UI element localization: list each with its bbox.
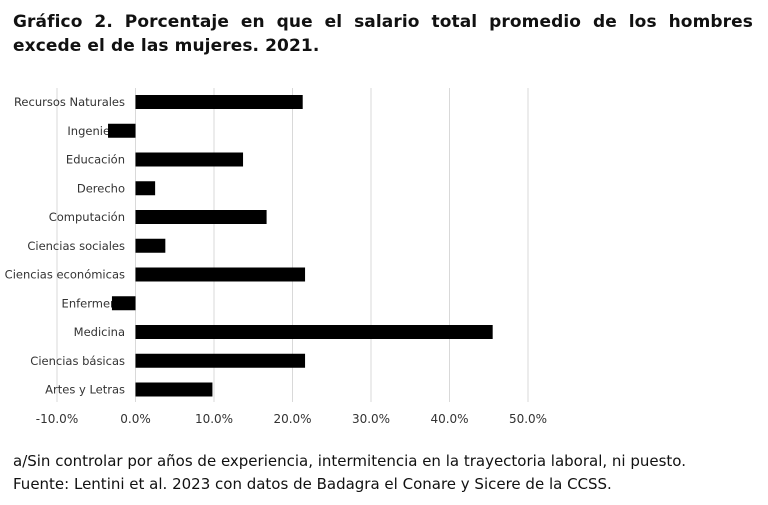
footnote: a/Sin controlar por años de experiencia,… <box>13 452 686 470</box>
bar-ciencias-sociales <box>135 238 166 253</box>
bar-derecho <box>135 181 156 196</box>
x-tick-label: 20.0% <box>273 412 311 426</box>
category-label: Enfermería <box>62 296 125 310</box>
category-label: Ciencias sociales <box>27 239 125 253</box>
bar-ciencias-básicas <box>135 353 306 368</box>
x-tick-label: 40.0% <box>430 412 468 426</box>
bar-chart: -10.0% 0.0% 10.0% 20.0% 30.0% 40.0% 50.0% Recur… <box>5 88 547 426</box>
x-tick-label: 50.0% <box>509 412 547 426</box>
x-tick-label: -10.0% <box>36 412 78 426</box>
category-label: Ciencias económicas <box>5 268 125 282</box>
source-note: Fuente: Lentini et al. 2023 con datos de… <box>13 475 612 493</box>
bar-computación <box>135 210 267 224</box>
bar-recursos-naturales <box>135 95 303 109</box>
chart-title: Gráfico 2. Porcentaje en que el salario … <box>13 12 753 56</box>
x-tick-label: 10.0% <box>195 412 233 426</box>
category-label: Computación <box>49 210 125 224</box>
category-label: Medicina <box>74 325 125 339</box>
bar-ciencias-económicas <box>135 267 306 282</box>
category-label: Derecho <box>77 181 125 195</box>
category-label: Ciencias básicas <box>30 354 125 368</box>
bar-educación <box>135 152 244 167</box>
x-tick-label: 30.0% <box>352 412 390 426</box>
x-tick-label: 0.0% <box>120 412 151 426</box>
category-label: Artes y Letras <box>45 383 125 397</box>
bar-medicina <box>135 325 493 339</box>
category-label: Recursos Naturales <box>14 95 125 109</box>
category-label: Educación <box>66 153 125 167</box>
bar-enfermería <box>111 296 136 311</box>
bar-artes-y-letras <box>135 382 213 397</box>
bar-ingeniería <box>108 123 136 138</box>
